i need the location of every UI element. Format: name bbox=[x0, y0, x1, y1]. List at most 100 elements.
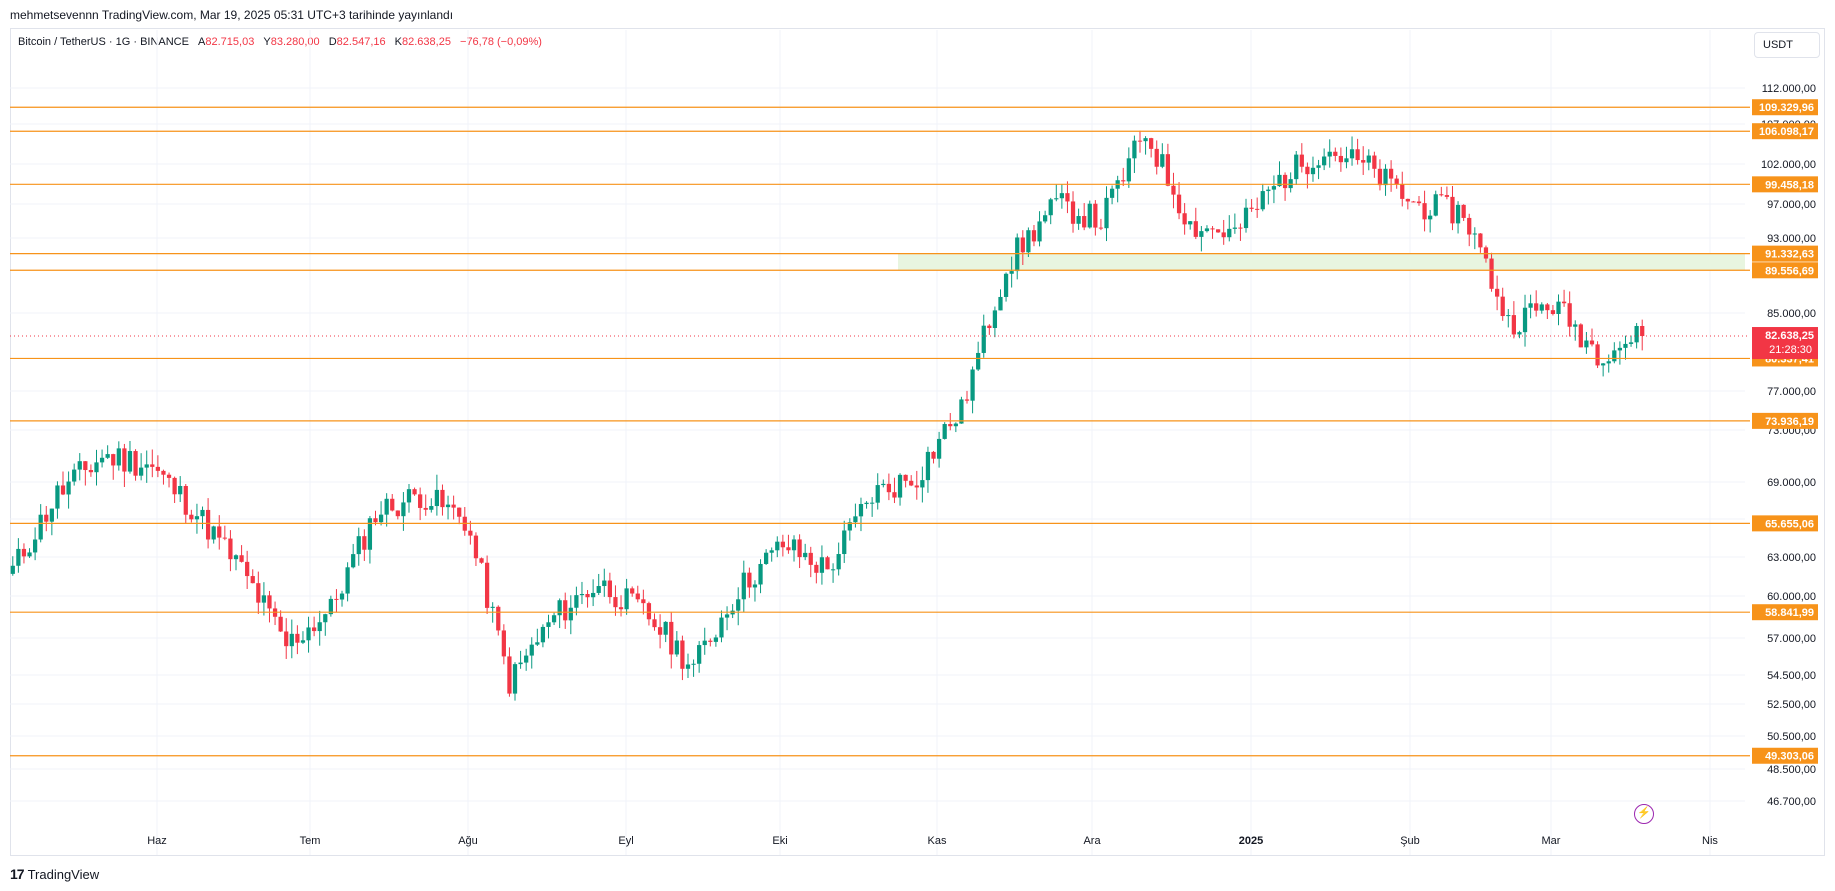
candle-body bbox=[1232, 227, 1237, 229]
candle-body bbox=[1561, 301, 1567, 304]
candle-body bbox=[150, 464, 155, 467]
candle-body bbox=[797, 539, 802, 558]
candle-body bbox=[1539, 304, 1544, 311]
candle-body bbox=[892, 492, 897, 498]
candle-body bbox=[1372, 155, 1377, 169]
candle-body bbox=[752, 584, 758, 588]
candle-body bbox=[339, 593, 345, 600]
candle-body bbox=[1121, 180, 1126, 182]
candle-body bbox=[780, 541, 785, 548]
candle-body bbox=[289, 633, 294, 647]
candle-body bbox=[1511, 315, 1516, 335]
candle-body bbox=[451, 504, 456, 508]
candle-body bbox=[948, 424, 953, 427]
candle-body bbox=[1165, 154, 1171, 186]
candle-body bbox=[1188, 221, 1193, 225]
candle-body bbox=[312, 627, 317, 632]
candle-body bbox=[1199, 231, 1204, 237]
candle-body bbox=[490, 606, 495, 608]
x-tick-label: Haz bbox=[147, 835, 167, 847]
level-badge-label: 89.556,69 bbox=[1765, 265, 1814, 277]
y-tick-label: 97.000,00 bbox=[1767, 199, 1816, 211]
candle-body bbox=[1176, 194, 1182, 214]
candle-body bbox=[635, 593, 640, 600]
candle-body bbox=[356, 536, 361, 555]
candle-body bbox=[373, 518, 378, 523]
low-value: 82.547,16 bbox=[336, 36, 386, 48]
candle-body bbox=[607, 580, 612, 598]
x-tick-label: Ağu bbox=[458, 835, 478, 847]
high-value: 83.280,00 bbox=[270, 36, 320, 48]
candle-body bbox=[1215, 229, 1221, 233]
candle-body bbox=[44, 514, 49, 522]
candle-body bbox=[1333, 151, 1338, 156]
candle-body bbox=[1522, 307, 1528, 333]
candle-body bbox=[959, 399, 964, 424]
candle-body bbox=[278, 616, 283, 632]
candle-body bbox=[99, 457, 105, 463]
candle-body bbox=[384, 498, 389, 515]
candle-body bbox=[323, 614, 328, 623]
candle-body bbox=[250, 576, 255, 584]
candle-body bbox=[736, 599, 741, 611]
candle-body bbox=[819, 557, 825, 573]
candle-body bbox=[579, 594, 585, 596]
candle-body bbox=[563, 600, 568, 621]
candle-body bbox=[775, 541, 780, 551]
candle-body bbox=[1455, 204, 1461, 224]
currency-button[interactable]: USDT bbox=[1754, 32, 1820, 58]
candle-body bbox=[825, 557, 830, 570]
y-tick-label: 48.500,00 bbox=[1767, 764, 1816, 776]
candle-body bbox=[295, 633, 300, 643]
candle-body bbox=[691, 663, 696, 665]
candle-body bbox=[1601, 363, 1606, 366]
candle-body bbox=[964, 399, 970, 401]
candle-body bbox=[351, 554, 356, 568]
candle-body bbox=[1076, 216, 1081, 224]
candle-body bbox=[1377, 168, 1383, 186]
candle-body bbox=[630, 588, 635, 594]
candle-body bbox=[713, 637, 719, 642]
candle-body bbox=[1528, 303, 1533, 308]
candle-body bbox=[981, 325, 986, 353]
candle-body bbox=[445, 504, 451, 508]
candle-body bbox=[423, 507, 428, 510]
candle-body bbox=[1322, 156, 1327, 166]
x-tick-label: Eyl bbox=[618, 835, 633, 847]
candle-body bbox=[646, 603, 652, 620]
candle-body bbox=[518, 662, 523, 665]
candle-body bbox=[529, 644, 534, 656]
candle-body bbox=[741, 572, 746, 600]
candle-body bbox=[1305, 166, 1310, 175]
candle-body bbox=[842, 530, 847, 555]
candle-body bbox=[808, 552, 813, 565]
y-tick-label: 77.000,00 bbox=[1767, 386, 1816, 398]
candle-body bbox=[1087, 203, 1092, 228]
symbol-title[interactable]: Bitcoin / TetherUS · 1G · BINANCE bbox=[18, 36, 189, 48]
candle-body bbox=[669, 621, 674, 655]
level-badge bbox=[1752, 245, 1818, 262]
candle-body bbox=[763, 552, 769, 564]
candle-body bbox=[585, 594, 590, 598]
candle-body bbox=[596, 586, 601, 593]
candle-body bbox=[1578, 324, 1583, 348]
lightning-icon[interactable]: ⚡ bbox=[1634, 804, 1654, 824]
candle-body bbox=[685, 664, 691, 669]
level-badge-label: 109.329,96 bbox=[1759, 102, 1814, 114]
candle-body bbox=[1299, 154, 1304, 167]
open-label: A bbox=[198, 36, 206, 48]
candle-body bbox=[551, 615, 557, 623]
level-badge bbox=[1752, 747, 1818, 764]
candle-body bbox=[88, 470, 94, 473]
candle-body bbox=[1517, 332, 1522, 335]
candle-body bbox=[457, 507, 462, 517]
candle-body bbox=[418, 494, 423, 508]
candle-body bbox=[920, 480, 925, 488]
y-tick-label: 60.000,00 bbox=[1767, 591, 1816, 603]
y-tick-label: 46.700,00 bbox=[1767, 796, 1816, 808]
candle-body bbox=[479, 558, 484, 563]
tradingview-brand[interactable]: 17 TradingView bbox=[10, 866, 99, 882]
level-badge bbox=[1752, 123, 1818, 140]
candle-body bbox=[1020, 237, 1025, 253]
